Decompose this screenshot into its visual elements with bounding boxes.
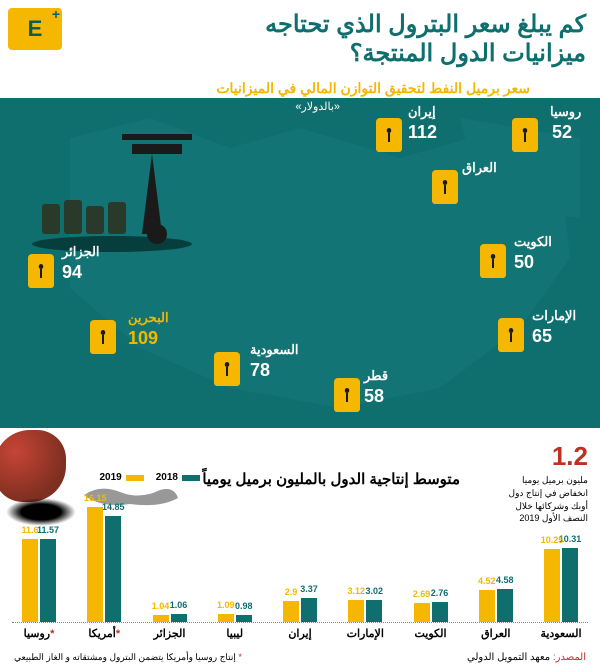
legend-2018: 2018 [156, 472, 200, 483]
bar-value: 2.76 [431, 588, 449, 598]
bar: 0.98 [236, 615, 252, 622]
legend-2019: 2019 [100, 472, 144, 483]
bar: 4.52 [479, 590, 495, 622]
bar-value: 16.15 [84, 493, 107, 503]
bar-group: 11.5711.6*روسيا [12, 539, 66, 622]
chart-legend: 2018 2019 [100, 472, 201, 483]
country-value: 52 [552, 122, 572, 143]
bar-label: السعودية [534, 627, 588, 640]
source-text: معهد التمويل الدولي [467, 652, 550, 663]
bar-group: 14.8516.15*أمريكا [77, 507, 131, 622]
bar-value: 2.9 [285, 587, 298, 597]
title-line-1: كم يبلغ سعر البترول الذي تحتاجه [72, 10, 586, 39]
country-value: 78 [250, 360, 270, 381]
bar-value: 2.69 [413, 589, 431, 599]
bar-value: 11.6 [21, 525, 38, 535]
country-name: الجزائر [62, 244, 100, 260]
bar: 1.06 [171, 614, 187, 622]
bar-value: 4.58 [496, 575, 514, 585]
bar-group: 4.584.52العراق [469, 589, 523, 622]
country-value: 58 [364, 386, 384, 407]
bar-value: 14.85 [102, 502, 125, 512]
bar-value: 1.04 [152, 601, 170, 611]
country-name: البحرين [128, 310, 169, 326]
country-value: 109 [128, 328, 158, 349]
bar-group: 10.3110.25السعودية [534, 548, 588, 622]
bar-value: 3.37 [300, 584, 318, 594]
footnote: * إنتاج روسيا وأمريكا يتضمن البترول ومشت… [14, 652, 242, 663]
footnote-marker: * [238, 652, 242, 662]
bar-label: العراق [469, 627, 523, 640]
barrel-icon [214, 352, 240, 386]
bar-group: 1.061.04الجزائر [143, 614, 197, 622]
country-name: روسيا [550, 104, 581, 120]
bar-label: *روسيا [12, 627, 66, 640]
bar-value: 3.12 [347, 586, 365, 596]
barrel-icon [498, 318, 524, 352]
bar-value: 1.06 [170, 600, 188, 610]
bar: 3.02 [366, 600, 382, 622]
bar: 1.09 [218, 614, 234, 622]
subtitle: سعر برميل النفط لتحقيق التوازن المالي في… [216, 80, 530, 97]
barrel-icon [432, 170, 458, 204]
stat-number: 1.2 [488, 438, 588, 474]
barrel-icon [376, 118, 402, 152]
bar-value: 11.57 [37, 525, 59, 535]
source: المصدر: معهد التمويل الدولي [467, 652, 586, 663]
country-name: قطر [364, 368, 388, 384]
bar-group: 3.023.12الإمارات [338, 600, 392, 622]
barrel-icon [480, 244, 506, 278]
bar: 3.12 [348, 600, 364, 622]
bar-label: إيران [273, 627, 327, 640]
country-name: الإمارات [532, 308, 576, 324]
bar-group: 3.372.9إيران [273, 598, 327, 622]
bar-label: ليبيا [208, 627, 262, 640]
barrel-icon [28, 254, 54, 288]
country-name: السعودية [250, 342, 299, 358]
economy-logo: E [8, 8, 62, 50]
bar-value: 3.02 [365, 586, 383, 596]
bar-label: الكويت [404, 627, 458, 640]
bar: 10.25 [544, 549, 560, 622]
bar: 2.9 [283, 601, 299, 622]
barrel-icon [512, 118, 538, 152]
pumpjack-illustration [22, 104, 202, 254]
bar-value: 1.09 [217, 600, 235, 610]
main-title: كم يبلغ سعر البترول الذي تحتاجه ميزانيات… [72, 10, 586, 68]
bar: 4.58 [497, 589, 513, 622]
title-line-2: ميزانيات الدول المنتجة؟ [72, 39, 586, 68]
unit-label: «بالدولار» [295, 100, 340, 113]
bar: 1.04 [153, 615, 169, 622]
bar: 2.69 [414, 603, 430, 622]
bar-value: 10.25 [541, 535, 564, 545]
footnote-text: إنتاج روسيا وأمريكا يتضمن البترول ومشتقا… [14, 652, 236, 662]
bar: 14.85 [105, 516, 121, 622]
country-name: إيران [408, 104, 436, 120]
country-value: 50 [514, 252, 534, 273]
country-value: 94 [62, 262, 82, 283]
bar-value: 0.98 [235, 601, 253, 611]
bar-group: 2.762.69الكويت [404, 602, 458, 622]
bar: 16.15 [87, 507, 103, 622]
bar-label: الإمارات [338, 627, 392, 640]
country-value: 65 [532, 326, 552, 347]
bar-label: *أمريكا [77, 627, 131, 640]
bar: 11.6 [22, 539, 38, 622]
bar: 2.76 [432, 602, 448, 622]
bar: 10.31 [562, 548, 578, 622]
bar-label: الجزائر [143, 627, 197, 640]
source-label: المصدر: [553, 652, 586, 663]
country-name: العراق [462, 160, 497, 176]
country-name: الكويت [514, 234, 552, 250]
bar: 3.37 [301, 598, 317, 622]
bar-group: 0.981.09ليبيا [208, 614, 262, 622]
country-value: 112 [408, 122, 437, 143]
barrel-icon [334, 378, 360, 412]
barrel-icon [90, 320, 116, 354]
bar-value: 4.52 [478, 576, 496, 586]
production-bar-chart: 10.3110.25السعودية 4.584.52العراق 2.762.69… [12, 483, 588, 623]
bar: 11.57 [40, 539, 56, 622]
